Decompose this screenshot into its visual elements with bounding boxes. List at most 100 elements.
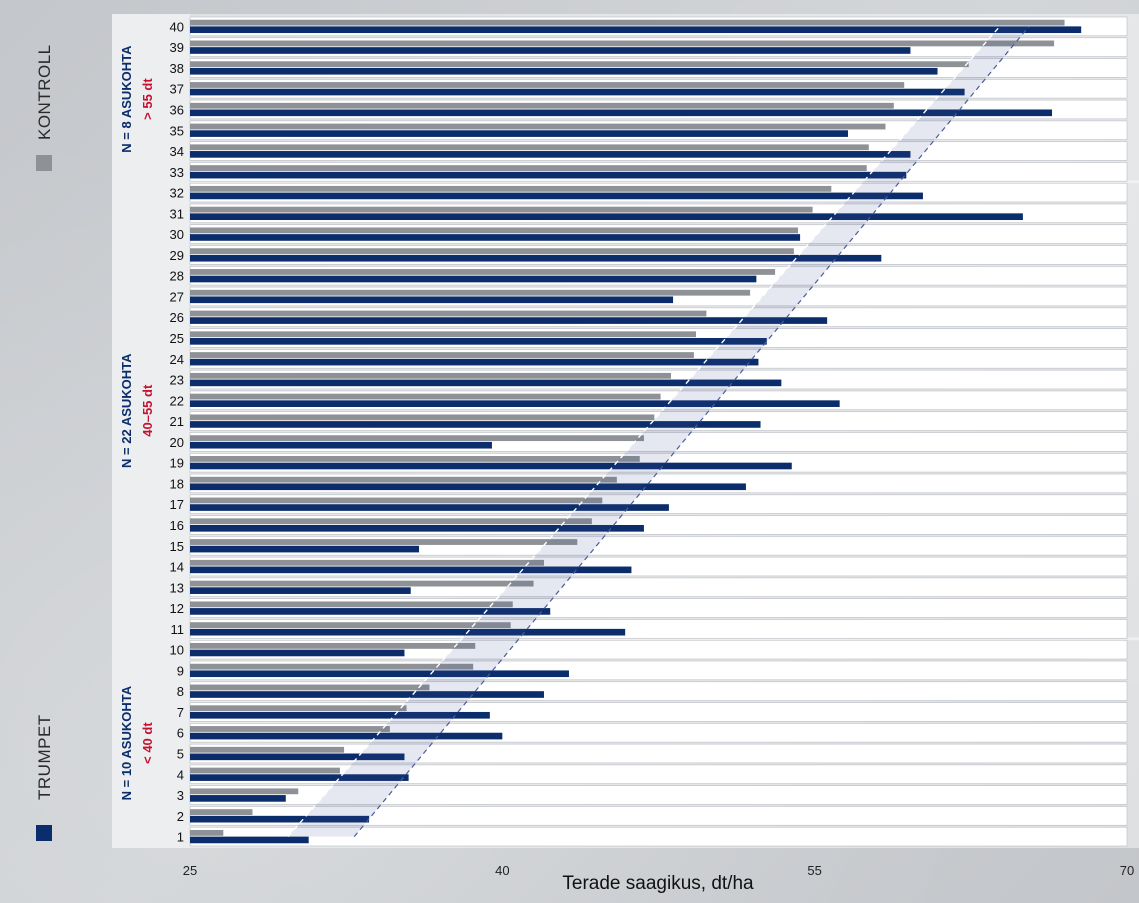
category-label: 1	[177, 830, 184, 845]
trumpet-bar	[190, 213, 1023, 221]
kontroll-bar	[190, 331, 696, 338]
kontroll-bar	[190, 435, 644, 442]
kontroll-bar	[190, 40, 1055, 47]
trumpet-bar	[190, 462, 792, 470]
kontroll-bar	[190, 684, 430, 691]
group-range-label: 40–55 dt	[140, 384, 155, 437]
trumpet-bar	[190, 774, 409, 781]
kontroll-bar	[190, 829, 224, 836]
category-label: 31	[170, 206, 184, 221]
category-label: 12	[170, 601, 184, 616]
trumpet-bar	[190, 795, 286, 802]
trumpet-bar	[190, 711, 490, 719]
category-label: 15	[170, 539, 184, 554]
trend-lines	[287, 25, 1030, 838]
trend-band	[287, 26, 1030, 837]
kontroll-bar	[190, 476, 617, 483]
trumpet-bar	[190, 545, 420, 553]
kontroll-bar	[190, 414, 655, 421]
kontroll-bar	[190, 393, 661, 400]
trumpet-bar	[190, 753, 405, 761]
trumpet-bar	[190, 379, 782, 387]
group-range-label: < 40 dt	[140, 722, 155, 764]
trumpet-bar	[190, 608, 551, 615]
category-label: 33	[170, 165, 184, 180]
category-label: 39	[170, 40, 184, 55]
group-count-label: N = 10 ASUKOHTA	[119, 685, 134, 800]
category-label: 11	[171, 622, 185, 637]
trumpet-bar	[190, 171, 907, 179]
trumpet-bar	[190, 732, 503, 740]
trumpet-bar	[190, 47, 911, 54]
category-label: 3	[177, 788, 184, 803]
trumpet-bar	[190, 338, 767, 345]
trumpet-bar	[190, 691, 544, 698]
category-label: 22	[170, 393, 184, 408]
trumpet-bar	[190, 275, 757, 283]
category-label: 28	[170, 269, 184, 284]
kontroll-bar	[190, 601, 513, 608]
group-count-label: N = 8 ASUKOHTA	[119, 45, 134, 153]
kontroll-bar	[190, 123, 886, 130]
trumpet-bar	[190, 254, 882, 262]
kontroll-bar	[190, 559, 544, 566]
trumpet-bar	[190, 151, 911, 158]
x-tick-label: 40	[495, 863, 509, 878]
legend-label-trumpet: TRUMPET	[35, 714, 54, 800]
trumpet-bar	[190, 421, 761, 428]
trumpet-bar	[190, 88, 965, 96]
trumpet-bar	[190, 317, 828, 324]
trumpet-bar	[190, 234, 801, 241]
kontroll-bar	[190, 206, 813, 213]
group-label-box	[112, 14, 190, 184]
category-label: 26	[170, 310, 184, 325]
category-label: 5	[177, 747, 184, 762]
bars	[190, 19, 1082, 844]
kontroll-bar	[190, 269, 776, 275]
group-label-box	[112, 637, 190, 848]
group-labels: N = 10 ASUKOHTA < 40 dt N = 22 ASUKOHTA 40–…	[119, 45, 155, 801]
category-label: 32	[170, 186, 184, 201]
legend-swatch-trumpet	[36, 825, 52, 841]
kontroll-bar	[190, 61, 969, 68]
category-label: 20	[170, 435, 184, 450]
category-label: 7	[177, 705, 184, 720]
category-label: 9	[177, 663, 184, 678]
trumpet-bar	[190, 67, 938, 75]
category-label: 40	[170, 19, 184, 34]
kontroll-bar	[190, 663, 474, 670]
trumpet-bar	[190, 670, 569, 678]
kontroll-bar	[190, 788, 299, 795]
kontroll-bar	[190, 165, 867, 171]
x-tick-label: 70	[1120, 863, 1134, 878]
category-label: 38	[170, 61, 184, 76]
category-labels: 1234567891011121314151617181920212223242…	[170, 19, 184, 844]
group-range-label: > 55 dt	[140, 78, 155, 120]
category-label: 10	[170, 643, 184, 658]
category-label: 25	[170, 331, 184, 346]
category-label: 36	[170, 102, 184, 117]
trumpet-bar	[190, 836, 309, 844]
trumpet-bar	[190, 441, 492, 449]
trumpet-bar	[190, 296, 674, 304]
kontroll-bar	[190, 227, 799, 234]
category-label: 4	[177, 767, 184, 782]
kontroll-bar	[190, 746, 345, 753]
legend-swatch-kontroll	[36, 155, 52, 171]
kontroll-bar	[190, 809, 253, 816]
category-label: 8	[177, 684, 184, 699]
kontroll-bar	[190, 144, 869, 151]
kontroll-bar	[190, 289, 751, 296]
trumpet-bar	[190, 130, 848, 137]
category-label: 6	[177, 726, 184, 741]
kontroll-bar	[190, 248, 794, 255]
kontroll-bar	[190, 518, 592, 525]
category-label: 29	[170, 248, 184, 263]
category-label: 2	[177, 809, 184, 824]
trumpet-bar	[190, 524, 644, 532]
trumpet-bar	[190, 587, 411, 594]
trumpet-bar	[190, 483, 746, 491]
category-label: 27	[170, 289, 184, 304]
category-label: 16	[170, 518, 184, 533]
